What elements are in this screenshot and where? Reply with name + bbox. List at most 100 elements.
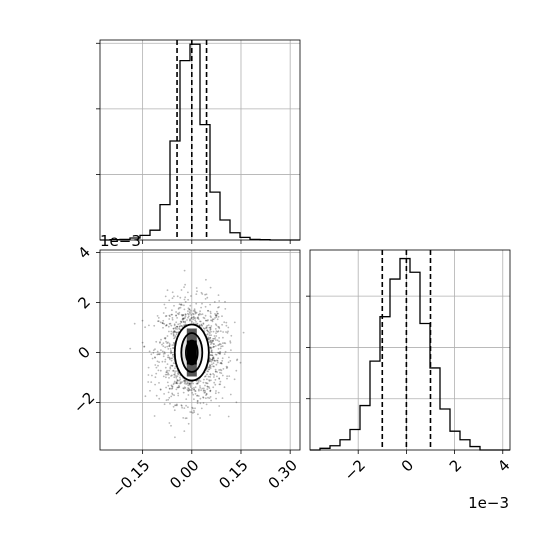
scatter-point <box>204 391 207 394</box>
scatter-point <box>194 317 197 319</box>
scatter-point <box>208 326 211 329</box>
scatter-point <box>194 310 196 313</box>
scatter-point <box>210 350 213 352</box>
scatter-point <box>197 313 200 316</box>
scatter-point <box>176 378 179 381</box>
scatter-point <box>158 361 161 363</box>
scatter-point <box>182 320 185 323</box>
scatter-point <box>205 293 208 296</box>
scatter-point <box>187 315 190 318</box>
scatter-point <box>178 327 181 330</box>
scatter-point <box>189 304 192 307</box>
scatter-point <box>170 375 172 377</box>
scatter-point <box>172 327 175 330</box>
scatter-point <box>163 351 166 353</box>
scatter-point <box>186 319 188 321</box>
scatter-point <box>211 358 214 361</box>
scatter-point <box>162 342 165 345</box>
scatter-point <box>209 389 212 392</box>
scatter-point <box>171 317 174 319</box>
scatter-point <box>171 313 174 316</box>
scatter-point <box>168 330 170 333</box>
scatter-point <box>206 373 208 376</box>
scatter-point <box>208 366 211 369</box>
scatter-point <box>217 294 220 296</box>
scatter-point <box>172 383 175 386</box>
scatter-point <box>188 388 191 391</box>
scatter-point <box>218 343 221 345</box>
scatter-point <box>220 345 223 348</box>
scatter-point <box>221 357 224 360</box>
scatter-point <box>207 309 210 312</box>
scatter-point <box>172 331 175 334</box>
scatter-point <box>197 395 200 397</box>
scatter-point <box>177 394 180 397</box>
scatter-point <box>210 347 212 350</box>
scatter-point <box>158 397 161 400</box>
scatter-point <box>221 374 224 377</box>
scatter-point <box>209 315 212 317</box>
scatter-point <box>174 336 176 339</box>
scatter-point <box>214 317 216 319</box>
scatter-point <box>183 286 186 288</box>
scatter-point <box>226 377 228 380</box>
scatter-point <box>208 380 211 382</box>
scatter-point <box>206 382 209 385</box>
scatter-point <box>175 314 178 317</box>
scatter-point <box>235 401 238 404</box>
scatter-point <box>212 318 215 321</box>
scatter-point <box>210 316 212 319</box>
scatter-point <box>184 300 187 303</box>
scatter-point <box>169 322 172 325</box>
scatter-point <box>156 360 159 363</box>
scatter-point <box>163 393 166 395</box>
scatter-point <box>166 371 168 374</box>
scatter-point <box>169 315 171 318</box>
scatter-point <box>184 316 187 319</box>
scatter-point <box>168 299 171 302</box>
scatter-point <box>216 318 219 321</box>
scatter-point <box>215 370 217 373</box>
scatter-point <box>169 347 172 350</box>
scatter-point <box>190 411 193 413</box>
panel-bottom-right-x-offset: 1e−3 <box>468 494 509 512</box>
scatter-point <box>229 340 232 343</box>
scatter-point <box>168 345 171 347</box>
scatter-point <box>214 378 217 381</box>
scatter-point <box>209 339 212 342</box>
scatter-point <box>189 383 192 386</box>
scatter-point <box>176 326 179 328</box>
scatter-point <box>187 406 189 409</box>
scatter-point <box>157 353 160 355</box>
scatter-point <box>167 372 170 375</box>
scatter-point <box>184 379 187 382</box>
scatter-point <box>214 345 217 347</box>
scatter-point <box>192 318 195 321</box>
scatter-point <box>188 382 191 385</box>
scatter-point <box>200 389 203 392</box>
scatter-point <box>216 359 219 362</box>
scatter-point <box>175 331 178 334</box>
scatter-point <box>213 337 216 340</box>
scatter-point <box>210 341 213 344</box>
scatter-point <box>226 332 229 334</box>
scatter-point <box>221 342 224 344</box>
scatter-point <box>177 373 180 376</box>
scatter-point <box>165 386 168 389</box>
scatter-point <box>150 381 153 383</box>
scatter-point <box>202 322 205 325</box>
scatter-point <box>177 323 180 326</box>
scatter-point <box>220 361 223 364</box>
scatter-point <box>210 351 213 354</box>
scatter-point <box>214 383 217 386</box>
scatter-point <box>171 388 173 390</box>
scatter-point <box>164 307 167 309</box>
scatter-point <box>183 298 186 301</box>
scatter-point <box>208 397 211 399</box>
scatter-point <box>209 390 212 393</box>
scatter-point <box>208 338 211 340</box>
scatter-point <box>212 343 215 345</box>
scatter-point <box>224 308 227 310</box>
scatter-point <box>176 386 179 389</box>
scatter-point <box>209 358 212 361</box>
